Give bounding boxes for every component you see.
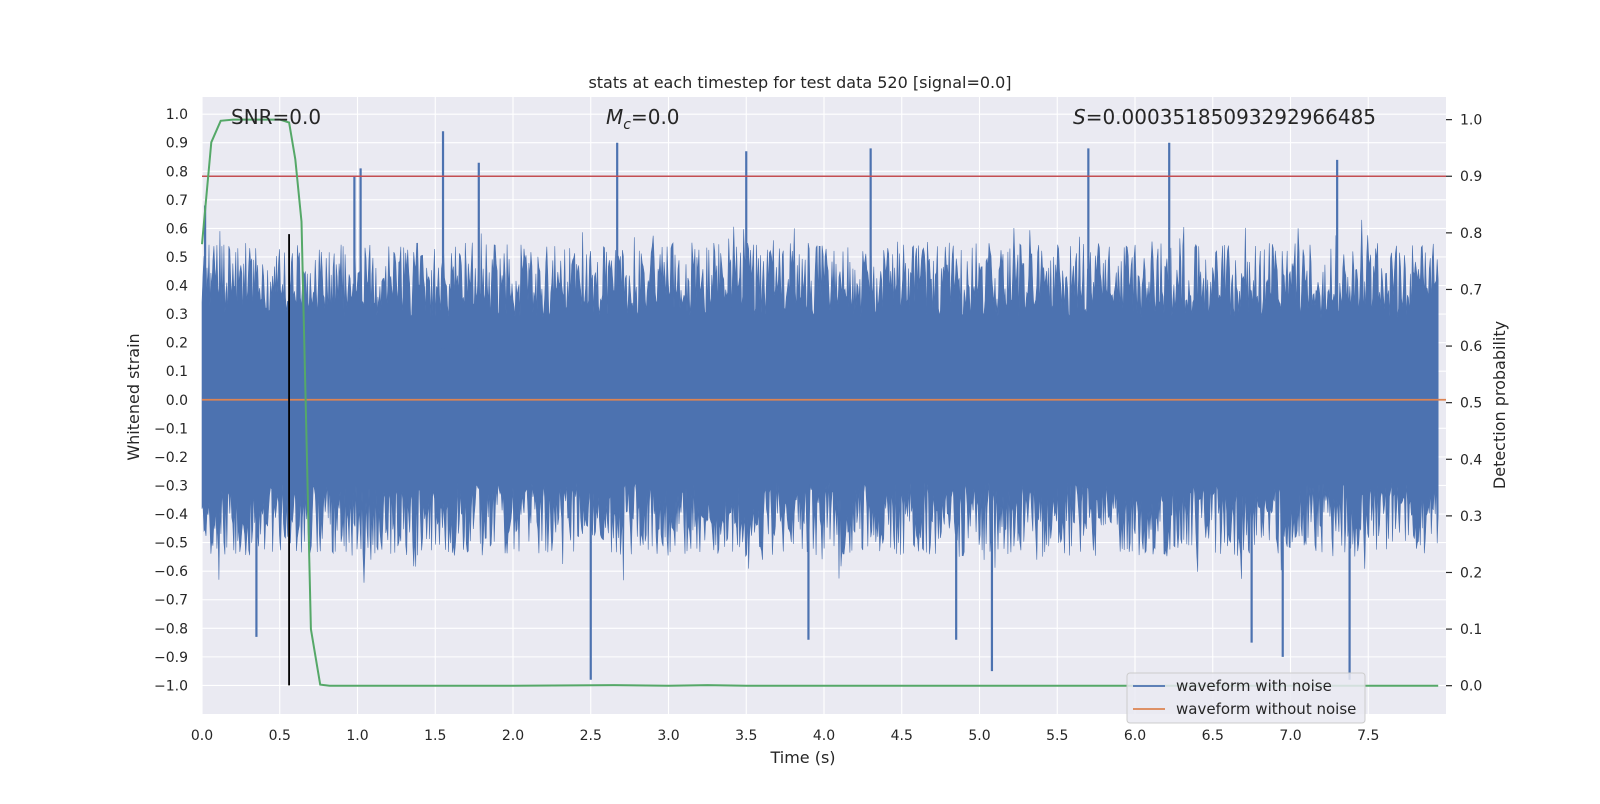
x-tick-label: 6.5 [1202,728,1224,744]
y-left-tick-label: −0.4 [154,507,188,523]
mc-subscript: c [623,117,631,133]
y-left-tick-label: 0.5 [166,250,188,266]
y-right-tick-label: 0.3 [1460,509,1482,525]
x-tick-label: 5.5 [1046,728,1068,744]
y-left-tick-label: −0.6 [154,564,188,580]
y-left-tick-label: 0.9 [166,136,188,152]
legend-frame [1126,672,1366,724]
s-value: =0.00035185093292966485 [1086,105,1376,129]
x-tick-label: 0.0 [191,728,213,744]
y-left-tick-label: 0.4 [166,279,188,295]
y-left-tick-label: −0.2 [154,450,188,466]
legend-label-waveform-with-noise: waveform with noise [1176,677,1332,695]
x-axis-label: Time (s) [769,748,835,767]
x-tick-label: 3.5 [735,728,757,744]
x-tick-label: 4.5 [891,728,913,744]
x-tick-label: 6.0 [1124,728,1146,744]
y-left-tick-label: 1.0 [166,107,188,123]
s-symbol: S [1073,105,1086,129]
x-tick-label: 2.0 [502,728,524,744]
y-left-tick-label: 0.6 [166,221,188,237]
y-right-tick-label: 0.1 [1460,622,1482,638]
y-right-tick-label: 0.9 [1460,169,1482,185]
legend: waveform with noise waveform without noi… [1126,672,1366,724]
y-left-tick-label: 0.8 [166,164,188,180]
mc-annotation: Mc=0.0 [606,105,680,133]
y-right-tick-label: 0.8 [1460,226,1482,242]
y-left-tick-label: 0.7 [166,193,188,209]
y-right-tick-label: 1.0 [1460,113,1482,129]
y-axis-left-label: Whitened strain [124,333,143,460]
x-tick-label: 3.0 [657,728,679,744]
overlay-lines [201,118,1446,687]
y-right-tick-label: 0.5 [1460,396,1482,412]
x-tick-label: 1.0 [346,728,368,744]
y-left-tick-label: 0.2 [166,336,188,352]
y-left-tick-label: −0.1 [154,421,188,437]
y-left-tick-label: −1.0 [154,678,188,694]
y-axis-right-label: Detection probability [1490,321,1509,489]
y-right-tick-label: 0.6 [1460,339,1482,355]
snr-annotation: SNR=0.0 [231,105,321,129]
y-left-tick-label: −0.8 [154,621,188,637]
y-left-tick-label: 0.1 [166,364,188,380]
y-right-tick-label: 0.0 [1460,679,1482,695]
s-annotation: S=0.00035185093292966485 [1073,105,1376,129]
axes: 0.0 0.5 1.0 1.5 2.0 2.5 3.0 3.5 4.0 4.5 5.0 5.5 6.0 6… [154,107,1482,744]
y-right-tick-label: 0.2 [1460,565,1482,581]
y-left-tick-label: −0.3 [154,478,188,494]
x-tick-label: 5.0 [968,728,990,744]
x-tick-label: 1.5 [424,728,446,744]
x-tick-label: 0.5 [269,728,291,744]
y-left-tick-label: 0.3 [166,307,188,323]
y-left-tick-label: −0.9 [154,650,188,666]
mc-symbol: M [606,105,623,129]
legend-label-waveform-without-noise: waveform without noise [1176,700,1356,718]
y-right-tick-label: 0.7 [1460,282,1482,298]
y-left-tick-label: −0.7 [154,593,188,609]
x-tick-label: 2.5 [580,728,602,744]
y-left-tick-label: 0.0 [166,393,188,409]
x-tick-label: 7.0 [1279,728,1301,744]
y-right-tick-label: 0.4 [1460,452,1482,468]
chart-title: stats at each timestep for test data 520… [588,73,1011,92]
series-detection-probability [201,118,1439,687]
x-tick-label: 7.5 [1357,728,1379,744]
x-tick-label: 4.0 [813,728,835,744]
mc-value: =0.0 [631,105,680,129]
y-left-tick-label: −0.5 [154,536,188,552]
